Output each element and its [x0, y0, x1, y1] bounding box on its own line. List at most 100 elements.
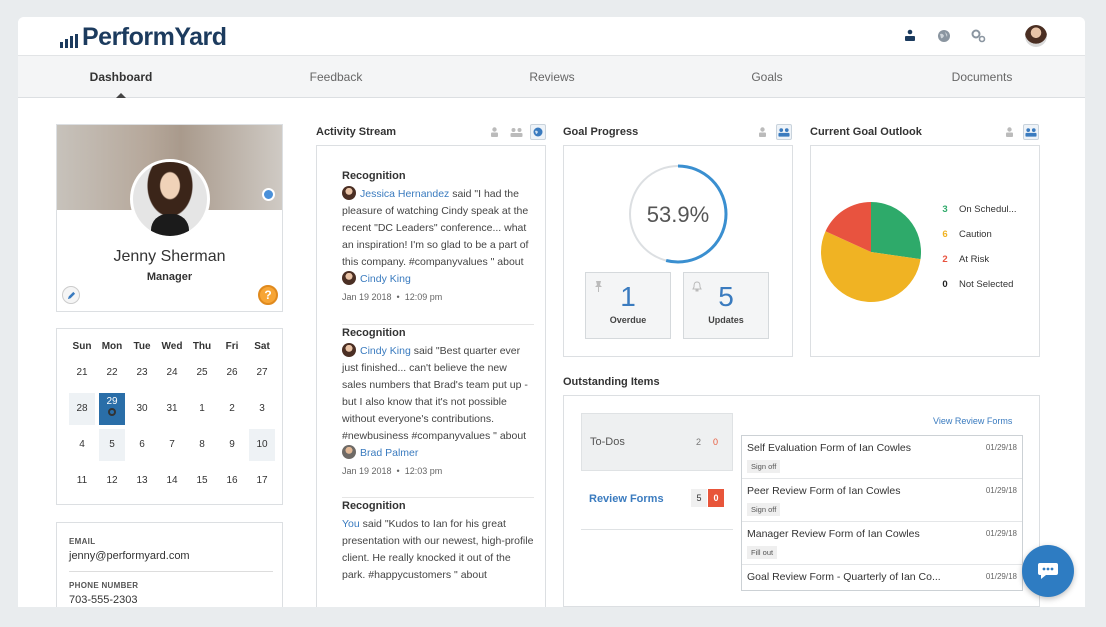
activity-timestamp: Jan 19 2018 • 12:03 pm: [342, 466, 443, 476]
pie-slice-at-risk[interactable]: [825, 202, 871, 252]
activity-type: Recognition: [342, 170, 406, 182]
list-item[interactable]: Manager Review Form of Ian Cowles 01/29/…: [742, 522, 1022, 565]
calendar-day[interactable]: 5: [97, 427, 127, 463]
activity-item: Recognition Cindy King said "Best quarte…: [342, 327, 534, 476]
tab-review-forms[interactable]: Review Forms 5 0: [581, 471, 733, 529]
legend-count: 2: [942, 254, 948, 265]
calendar-day[interactable]: 8: [199, 439, 205, 450]
review-forms-list[interactable]: Self Evaluation Form of Ian Cowles 01/29…: [741, 435, 1023, 591]
calendar-day[interactable]: 16: [226, 475, 238, 486]
person-filter-icon[interactable]: [1001, 124, 1017, 140]
calendar-day[interactable]: 17: [256, 475, 268, 486]
top-header: PerformYard: [18, 17, 1085, 55]
form-title: Self Evaluation Form of Ian Cowles: [747, 442, 911, 454]
legend-at-risk[interactable]: 2 At Risk: [941, 254, 989, 265]
calendar-day[interactable]: 21: [76, 367, 88, 378]
help-button[interactable]: ?: [258, 285, 278, 305]
todos-overdue-count: 0: [713, 437, 719, 447]
list-item[interactable]: Goal Review Form - Quarterly of Ian Co..…: [742, 565, 1022, 590]
legend-not-selected[interactable]: 0 Not Selected: [941, 279, 1013, 290]
list-item[interactable]: Peer Review Form of Ian Cowles 01/29/18 …: [742, 479, 1022, 522]
form-action-badge[interactable]: Fill out: [747, 546, 778, 559]
calendar-day[interactable]: 26: [226, 367, 238, 378]
edit-profile-button[interactable]: [62, 286, 80, 304]
tab-divider: [581, 529, 733, 530]
globe-filter-icon[interactable]: [530, 124, 546, 140]
legend-label: On Schedul...: [959, 204, 1017, 215]
calendar-day[interactable]: 13: [136, 475, 148, 486]
weekday-tue: Tue: [133, 340, 151, 352]
about-link[interactable]: Brad Palmer: [360, 447, 419, 459]
user-avatar[interactable]: [1025, 25, 1047, 47]
legend-caution[interactable]: 6 Caution: [941, 229, 992, 240]
form-date: 01/29/18: [985, 443, 1017, 452]
progress-percent: 53.9%: [647, 202, 709, 227]
settings-gears-icon[interactable]: [969, 27, 987, 45]
calendar-day[interactable]: 30: [136, 403, 148, 414]
calendar-day[interactable]: 1: [199, 403, 205, 414]
calendar-day[interactable]: 22: [106, 367, 118, 378]
calendar-day[interactable]: 7: [169, 439, 175, 450]
calendar-day[interactable]: 9: [229, 439, 235, 450]
calendar-day[interactable]: 4: [79, 439, 85, 450]
about-avatar: [342, 445, 356, 459]
updates-stat[interactable]: 5 Updates: [683, 272, 769, 339]
tab-documents[interactable]: Documents: [951, 70, 1013, 84]
legend-label: Caution: [959, 229, 992, 240]
calendar-day[interactable]: 6: [139, 439, 145, 450]
updates-count: 5: [718, 281, 734, 312]
outlook-pie-chart[interactable]: [819, 200, 923, 304]
pie-slice-caution[interactable]: [821, 231, 921, 302]
tab-dashboard[interactable]: Dashboard: [89, 70, 153, 84]
team-filter-icon[interactable]: [508, 124, 524, 140]
overdue-count: 1: [620, 281, 636, 312]
author-link[interactable]: Cindy King: [360, 345, 411, 357]
calendar-day[interactable]: 12: [106, 475, 118, 486]
calendar-day[interactable]: 14: [166, 475, 178, 486]
video-play-icon[interactable]: [262, 188, 275, 201]
email-value[interactable]: jenny@performyard.com: [69, 550, 190, 562]
author-link[interactable]: Jessica Hernandez: [360, 188, 450, 200]
calendar-day[interactable]: 10: [247, 427, 277, 463]
calendar-day[interactable]: 11: [76, 475, 88, 486]
calendar-day[interactable]: 24: [166, 367, 178, 378]
profile-photo: [130, 159, 210, 239]
activity-text: You said "Kudos to Ian for his great pre…: [342, 518, 534, 581]
contact-divider: [69, 571, 273, 572]
activity-stream[interactable]: Recognition Jessica Hernandez said "I ha…: [316, 145, 546, 607]
calendar-day-today[interactable]: 29: [97, 391, 127, 427]
legend-on-schedule[interactable]: 3 On Schedul...: [941, 204, 1017, 215]
outstanding-items-card: To-Dos 2 0 Review Forms 5 0 View Review …: [563, 395, 1040, 607]
view-review-forms-link[interactable]: View Review Forms: [933, 416, 1013, 426]
form-action-badge[interactable]: Sign off: [747, 460, 781, 473]
progress-ring-arc: [628, 164, 728, 264]
team-filter-icon[interactable]: [776, 124, 792, 140]
person-filter-icon[interactable]: [486, 124, 502, 140]
tab-goals[interactable]: Goals: [751, 70, 783, 84]
calendar-day[interactable]: 25: [196, 367, 208, 378]
weekday-fri: Fri: [225, 340, 239, 352]
org-chart-icon[interactable]: [901, 27, 919, 45]
tab-feedback[interactable]: Feedback: [309, 70, 363, 84]
calendar-day[interactable]: 28: [67, 391, 97, 427]
form-action-badge[interactable]: Sign off: [747, 503, 781, 516]
calendar-day[interactable]: 27: [256, 367, 268, 378]
calendar-card: Sun Mon Tue Wed Thu Fri Sat 21 22 23 24 …: [56, 328, 283, 505]
calendar-day[interactable]: 23: [136, 367, 148, 378]
team-filter-icon[interactable]: [1023, 124, 1039, 140]
about-link[interactable]: Cindy King: [360, 273, 411, 285]
calendar-day[interactable]: 15: [196, 475, 208, 486]
logo[interactable]: PerformYard: [60, 23, 227, 52]
list-item[interactable]: Self Evaluation Form of Ian Cowles 01/29…: [742, 436, 1022, 479]
tab-reviews[interactable]: Reviews: [529, 70, 575, 84]
calendar-day[interactable]: 2: [229, 403, 235, 414]
globe-icon[interactable]: [935, 27, 953, 45]
person-filter-icon[interactable]: [754, 124, 770, 140]
tab-todos[interactable]: To-Dos 2 0: [581, 413, 733, 471]
author-link[interactable]: You: [342, 518, 360, 530]
overdue-stat[interactable]: 1 Overdue: [585, 272, 671, 339]
calendar-day[interactable]: 31: [166, 403, 178, 414]
calendar-day[interactable]: 3: [259, 403, 265, 414]
pie-slice-on-schedule[interactable]: [871, 202, 921, 260]
chat-button[interactable]: [1022, 545, 1074, 597]
